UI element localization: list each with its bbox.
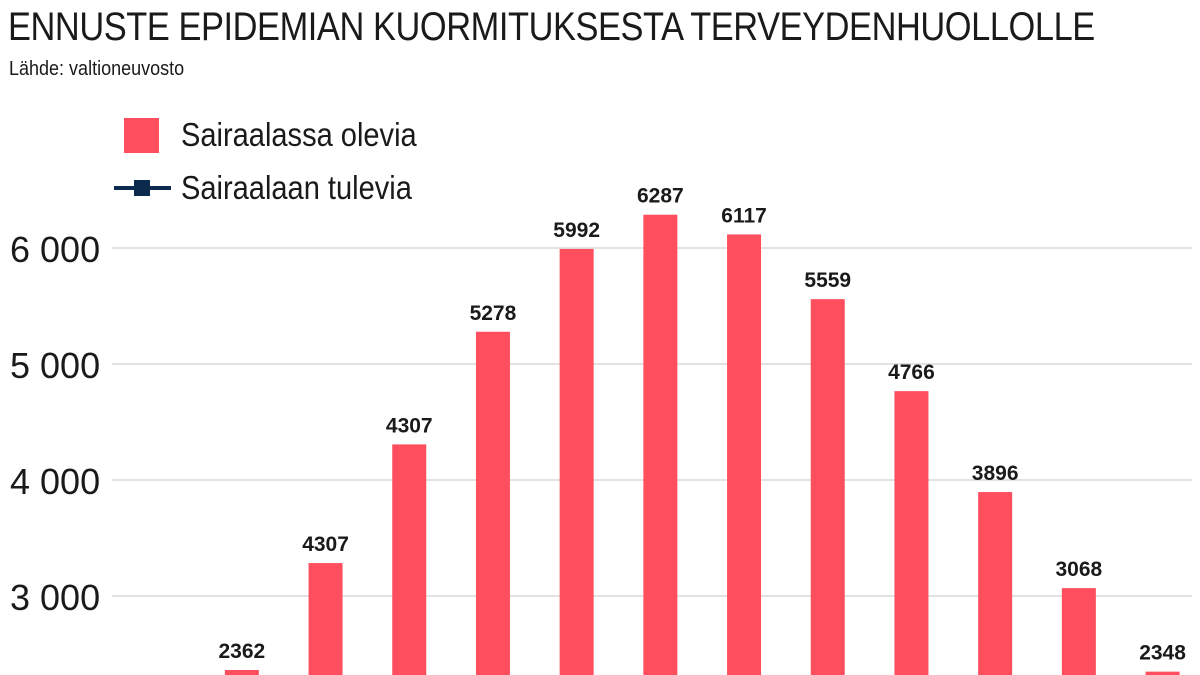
bar <box>392 444 427 675</box>
bar <box>727 234 762 675</box>
data-label: 4766 <box>888 361 935 384</box>
bar <box>894 391 929 675</box>
data-label: 3068 <box>1055 558 1102 581</box>
bar <box>978 492 1013 675</box>
bar <box>643 214 678 675</box>
chart-title: ENNUSTE EPIDEMIAN KUORMITUKSESTA TERVEYD… <box>8 5 1095 49</box>
data-label: 3896 <box>972 462 1019 485</box>
y-tick-label: 6 000 <box>10 229 100 270</box>
data-label: 5559 <box>804 269 851 292</box>
data-label: 5278 <box>470 302 517 325</box>
data-label: 6287 <box>637 185 684 208</box>
data-label: 6117 <box>721 204 767 227</box>
bar <box>224 670 259 675</box>
legend-item-line: Sairaalaan tulevia <box>114 169 443 207</box>
legend-bars-label: Sairaalassa olevia <box>181 116 417 153</box>
data-label: 2362 <box>218 640 265 663</box>
y-tick-label: 3 000 <box>10 577 100 618</box>
bar <box>475 331 510 675</box>
bar <box>308 563 343 675</box>
legend-bar-swatch <box>124 117 159 153</box>
bar <box>810 299 845 675</box>
y-tick-label: 5 000 <box>10 345 100 386</box>
bar <box>559 248 594 675</box>
y-tick-label: 4 000 <box>10 461 100 502</box>
legend-line-swatch <box>114 170 171 206</box>
chart-source: Lähde: valtioneuvosto <box>9 58 185 80</box>
data-label: 5992 <box>553 219 600 242</box>
bar <box>1145 671 1180 675</box>
legend-line-label: Sairaalaan tulevia <box>181 169 412 206</box>
data-label: 4307 <box>386 414 433 437</box>
data-label: 4307 <box>302 533 349 556</box>
data-label: 2348 <box>1139 642 1186 665</box>
bar <box>1061 588 1096 675</box>
legend-item-bars: Sairaalassa olevia <box>124 116 449 154</box>
legend-line-marker <box>134 180 150 196</box>
